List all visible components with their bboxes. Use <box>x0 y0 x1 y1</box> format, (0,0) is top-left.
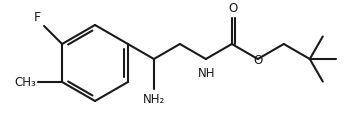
Text: NH₂: NH₂ <box>143 93 165 106</box>
Text: O: O <box>229 2 238 15</box>
Text: O: O <box>253 53 262 66</box>
Text: NH: NH <box>198 67 216 80</box>
Text: CH₃: CH₃ <box>14 75 36 88</box>
Text: F: F <box>34 11 41 24</box>
